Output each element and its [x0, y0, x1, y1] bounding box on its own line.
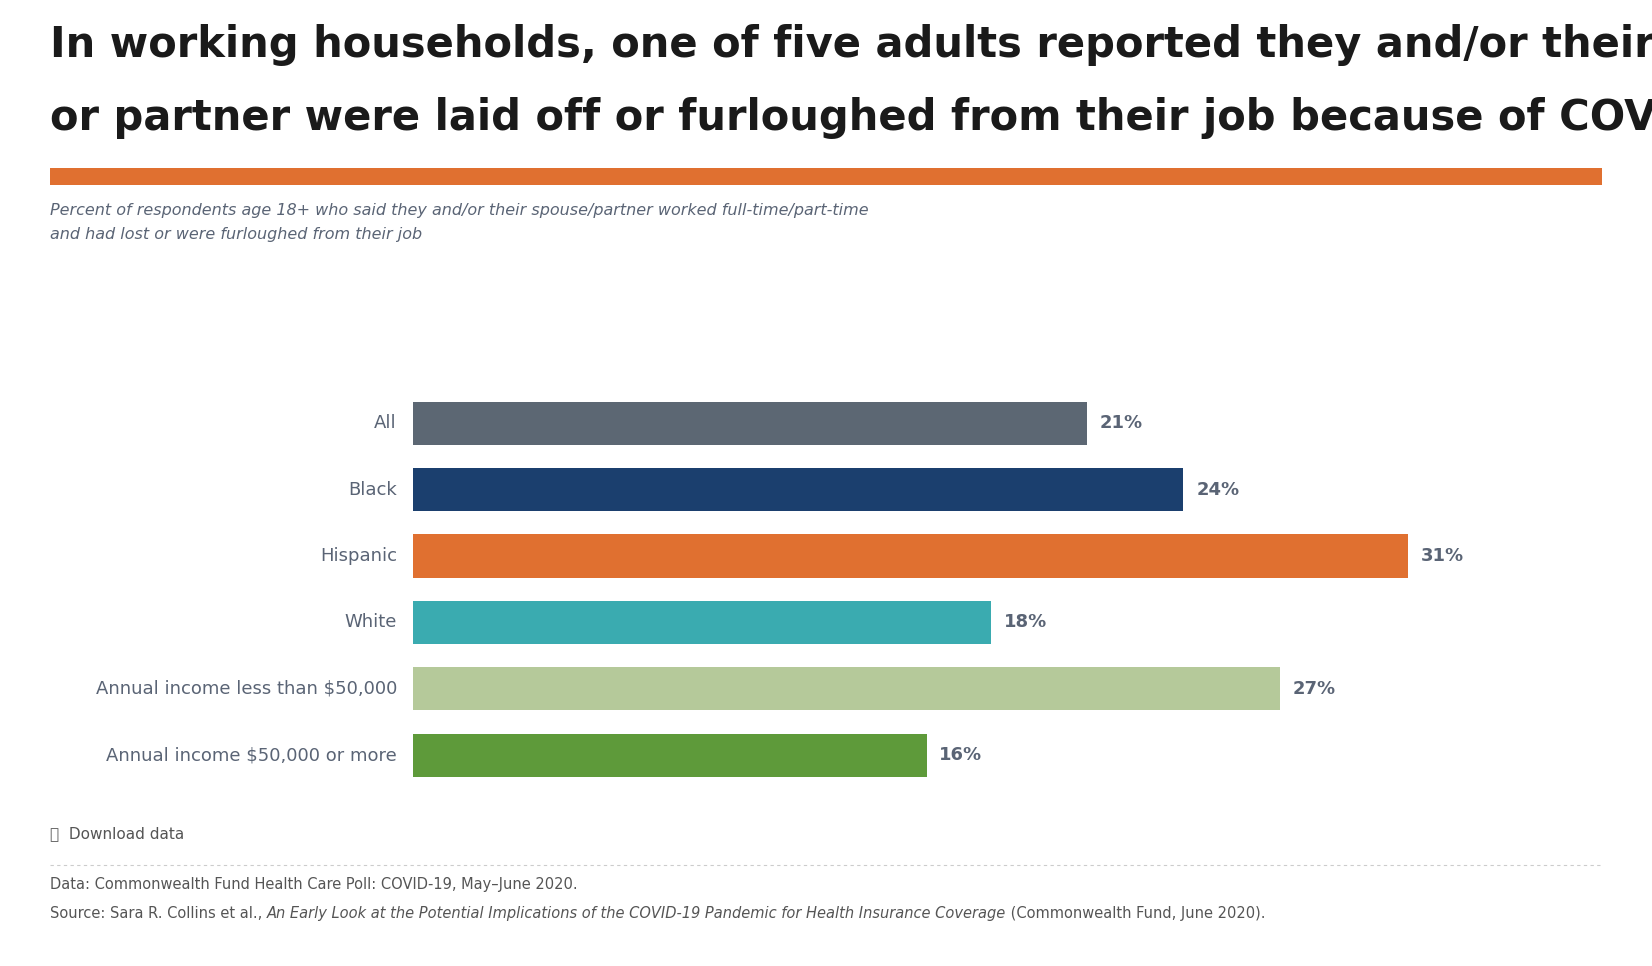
Text: Source: Sara R. Collins et al.,: Source: Sara R. Collins et al., [50, 906, 266, 922]
Text: and had lost or were furloughed from their job: and had lost or were furloughed from the… [50, 227, 421, 242]
Bar [413, 668, 1280, 710]
Text: 18%: 18% [1003, 613, 1047, 632]
Text: An Early Look at the Potential Implications of the COVID-19 Pandemic for Health : An Early Look at the Potential Implicati… [266, 906, 1006, 922]
Text: In working households, one of five adults reported they and/or their spouse: In working households, one of five adult… [50, 24, 1652, 66]
Text: White: White [345, 613, 396, 632]
Bar [413, 402, 1087, 444]
Bar [413, 734, 927, 777]
Text: 21%: 21% [1100, 414, 1143, 432]
Text: Hispanic: Hispanic [320, 547, 396, 565]
Text: Percent of respondents age 18+ who said they and/or their spouse/partner worked : Percent of respondents age 18+ who said … [50, 203, 869, 218]
Bar [413, 534, 1408, 578]
Text: Annual income less than $50,000: Annual income less than $50,000 [96, 680, 396, 697]
Text: All: All [375, 414, 396, 432]
Text: Data: Commonwealth Fund Health Care Poll: COVID-19, May–June 2020.: Data: Commonwealth Fund Health Care Poll… [50, 877, 577, 893]
Text: (Commonwealth Fund, June 2020).: (Commonwealth Fund, June 2020). [1006, 906, 1265, 922]
Text: 27%: 27% [1292, 680, 1335, 697]
Text: 16%: 16% [940, 747, 983, 764]
Text: 24%: 24% [1196, 481, 1239, 498]
Bar [413, 601, 991, 644]
Text: Annual income $50,000 or more: Annual income $50,000 or more [106, 747, 396, 764]
Text: or partner were laid off or furloughed from their job because of COVID-19.: or partner were laid off or furloughed f… [50, 97, 1652, 138]
Text: ⤓  Download data: ⤓ Download data [50, 826, 183, 841]
Bar [413, 469, 1183, 511]
Text: Black: Black [349, 481, 396, 498]
Text: 31%: 31% [1421, 547, 1464, 565]
